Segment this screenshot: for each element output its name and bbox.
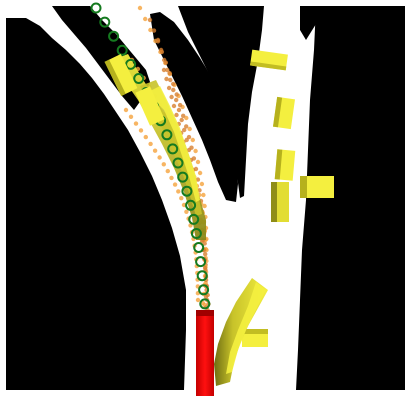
predicted-waypoint — [166, 85, 172, 91]
predicted-waypoint — [195, 297, 201, 303]
vehicle-right-lane-3-shade — [271, 182, 277, 222]
predicted-waypoint — [176, 107, 182, 113]
predicted-waypoint — [169, 94, 174, 100]
obstacle-right — [296, 6, 405, 390]
vehicle-top-right-shade — [250, 61, 287, 71]
vehicle-right-lane-2-shade — [274, 149, 283, 180]
vehicle-top-left-shade — [104, 59, 126, 97]
predicted-waypoint — [184, 209, 189, 214]
predicted-waypoint — [200, 300, 206, 306]
predicted-waypoint — [161, 67, 167, 73]
predicted-waypoint — [148, 141, 153, 147]
predicted-waypoint — [137, 5, 143, 11]
predicted-waypoint — [179, 117, 184, 123]
expert-waypoint — [195, 256, 207, 268]
predicted-waypoint — [195, 159, 201, 165]
predicted-waypoint — [151, 28, 157, 33]
expert-waypoint — [167, 143, 179, 155]
expert-waypoint — [185, 199, 197, 211]
vehicle-top-left — [104, 53, 138, 97]
predicted-waypoint — [187, 126, 192, 132]
vehicle-right-lane-1-shade — [272, 96, 283, 128]
predicted-waypoint — [148, 27, 153, 33]
expert-waypoint — [99, 16, 111, 28]
traffic-agents — [104, 49, 334, 347]
predicted-waypoint — [184, 137, 189, 143]
predicted-waypoint — [167, 71, 172, 76]
predicted-waypoint — [186, 147, 192, 153]
predicted-waypoint — [169, 175, 174, 181]
expert-waypoint — [133, 73, 145, 84]
predicted-waypoint — [168, 77, 173, 83]
expert-waypoint — [125, 58, 137, 70]
predicted-waypoint — [182, 127, 187, 133]
predicted-waypoint — [203, 251, 208, 257]
turning-agent-trail — [214, 278, 268, 386]
predicted-waypoint — [193, 148, 198, 154]
predicted-waypoint — [179, 196, 184, 201]
expert-waypoint — [193, 242, 205, 253]
expert-waypoint — [196, 270, 208, 282]
expert-waypoint — [161, 129, 173, 141]
vehicle-bottom-shade — [242, 329, 268, 334]
expert-waypoint — [199, 298, 211, 310]
vehicle-crossing — [300, 176, 334, 198]
expert-waypoint — [177, 171, 189, 183]
predicted-waypoint — [152, 148, 158, 153]
predicted-waypoint — [171, 87, 176, 93]
predicted-waypoint — [201, 192, 206, 198]
predicted-waypoint — [184, 115, 189, 121]
predicted-waypoint — [171, 81, 176, 87]
predicted-waypoint — [202, 265, 208, 271]
expert-waypoint — [198, 284, 210, 296]
predicted-waypoint — [128, 114, 134, 120]
vehicle-crossing-shade — [300, 176, 307, 198]
predicted-waypoint — [165, 67, 170, 73]
expert-waypoint — [188, 213, 200, 225]
predicted-waypoint — [147, 17, 153, 23]
predicted-waypoint — [174, 92, 179, 97]
predicted-waypoint — [143, 16, 148, 22]
predicted-waypoint — [172, 182, 178, 187]
predicted-waypoint — [161, 162, 166, 167]
predicted-waypoint — [190, 137, 195, 143]
expert-waypoint — [181, 185, 193, 197]
expert-waypoint — [190, 228, 202, 239]
ego-vehicle — [196, 310, 214, 396]
obstacle-center — [150, 12, 238, 202]
expert-waypoint — [90, 2, 102, 14]
predicted-waypoint — [158, 47, 164, 53]
predicted-waypoint — [202, 203, 207, 209]
predicted-waypoint — [177, 102, 183, 108]
predicted-waypoint — [123, 107, 129, 113]
expert-waypoint — [116, 44, 128, 56]
vehicle-mid-left — [135, 86, 165, 126]
predicted-waypoint — [165, 168, 170, 174]
predicted-waypoint — [197, 170, 203, 176]
predicted-waypoint — [174, 112, 179, 118]
predicted-waypoint — [155, 37, 161, 43]
predicted-waypoint — [174, 97, 179, 103]
obstacle-left — [6, 18, 186, 390]
predicted-waypoint — [181, 202, 187, 208]
predicted-waypoint — [171, 103, 177, 109]
predicted-waypoint — [138, 128, 144, 133]
predicted-waypoint — [176, 189, 181, 194]
predicted-waypoint — [143, 134, 148, 140]
obstacle-right-notch — [300, 6, 322, 40]
predicted-waypoint — [181, 113, 186, 119]
predicted-waypoint — [133, 121, 139, 126]
predicted-waypoint — [184, 124, 189, 129]
predicted-waypoint — [164, 76, 169, 82]
obstacle-upper-center — [178, 6, 264, 198]
predicted-waypoint — [199, 181, 205, 187]
predicted-waypoint — [162, 57, 167, 63]
predicted-waypoint — [157, 155, 162, 160]
expert-waypoint — [172, 157, 184, 169]
expert-waypoint — [108, 30, 120, 42]
